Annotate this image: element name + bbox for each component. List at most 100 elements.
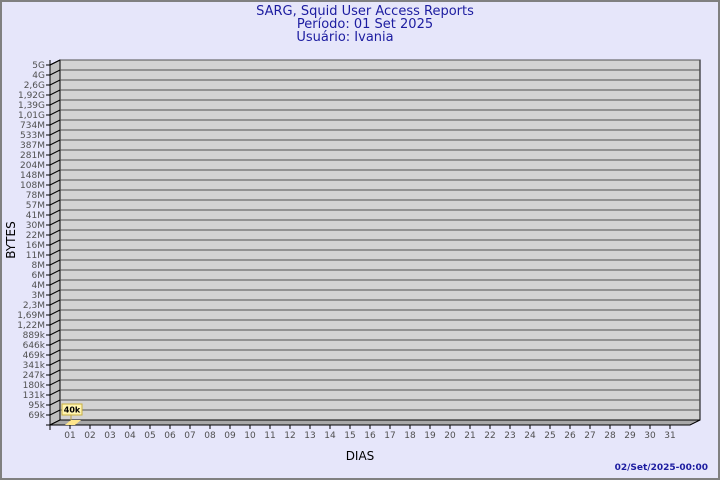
plot-floor [49, 419, 701, 426]
gridline-side [49, 229, 61, 236]
x-tick-label: 01 [64, 431, 75, 441]
gridline-side [49, 289, 61, 296]
x-tick-label: 29 [624, 431, 636, 441]
x-tick-label: 24 [524, 431, 536, 441]
gridline-side [49, 219, 61, 226]
x-tick-label: 09 [224, 431, 236, 441]
y-tick-label: 1,39G [18, 101, 45, 111]
y-tick-label: 4G [32, 71, 45, 81]
y-tick-label: 2,3M [23, 301, 45, 311]
gridline-side [49, 349, 61, 356]
y-tick-label: 16M [26, 241, 45, 251]
data-label-box [61, 403, 83, 416]
x-tick-label: 10 [244, 431, 256, 441]
x-tick-label: 26 [564, 431, 576, 441]
gridline-side [49, 309, 61, 316]
x-tick-label: 15 [344, 431, 355, 441]
y-tick-label: 3M [32, 291, 46, 301]
y-tick-label: 1,01G [18, 111, 45, 121]
x-tick-label: 16 [364, 431, 376, 441]
y-tick-label: 204M [20, 161, 45, 171]
y-tick-label: 148M [20, 171, 45, 181]
y-tick-label: 41M [26, 211, 45, 221]
x-tick-label: 19 [424, 431, 436, 441]
x-tick-label: 28 [604, 431, 616, 441]
y-tick-label: 1,69M [17, 311, 45, 321]
y-tick-label: 131k [23, 391, 46, 401]
x-tick-label: 22 [484, 431, 495, 441]
x-tick-label: 27 [584, 431, 595, 441]
gridline-side [49, 59, 61, 66]
gridline-side [49, 179, 61, 186]
gridline-side [49, 369, 61, 376]
chart-subtitle-user: Usuário: Ivania [296, 30, 393, 45]
x-tick-label: 03 [104, 431, 115, 441]
gridline-side [49, 69, 61, 76]
x-tick-label: 08 [204, 431, 216, 441]
y-tick-label: 469k [23, 351, 46, 361]
x-tick-label: 21 [464, 431, 475, 441]
gridline-side [49, 89, 61, 96]
x-tick-label: 13 [304, 431, 315, 441]
gridline-side [49, 359, 61, 366]
gridline-side [49, 79, 61, 86]
bar [65, 420, 81, 425]
y-tick-label: 646k [23, 341, 46, 351]
y-tick-label: 1,92G [18, 91, 45, 101]
gridline-side [49, 259, 61, 266]
y-tick-label: 734M [20, 121, 45, 131]
gridline-side [49, 109, 61, 116]
x-tick-label: 14 [324, 431, 336, 441]
gridline-side [49, 269, 61, 276]
x-tick-label: 30 [644, 431, 656, 441]
gridline-side [49, 329, 61, 336]
data-label: 40k [64, 406, 81, 415]
x-tick-label: 12 [284, 431, 295, 441]
x-tick-label: 06 [164, 431, 176, 441]
gridline-side [49, 249, 61, 256]
x-tick-label: 25 [544, 431, 555, 441]
x-tick-label: 04 [124, 431, 136, 441]
gridline-side [49, 409, 61, 416]
x-axis-label: DIAS [346, 449, 375, 463]
gridline-side [49, 159, 61, 166]
y-tick-label: 281M [20, 151, 45, 161]
y-tick-label: 6M [32, 271, 46, 281]
gridline-side [49, 199, 61, 206]
gridline-side [49, 129, 61, 136]
y-tick-label: 22M [26, 231, 45, 241]
gridline-side [49, 139, 61, 146]
gridline-side [49, 319, 61, 326]
x-tick-label: 17 [384, 431, 395, 441]
chart-title: SARG, Squid User Access Reports [256, 4, 474, 19]
gridline-side [49, 209, 61, 216]
y-tick-label: 8M [32, 261, 46, 271]
y-tick-label: 889k [23, 331, 46, 341]
y-tick-label: 30M [26, 221, 45, 231]
y-tick-label: 4M [32, 281, 46, 291]
x-tick-label: 07 [184, 431, 195, 441]
x-tick-label: 02 [84, 431, 95, 441]
y-tick-label: 57M [26, 201, 45, 211]
gridline-side [49, 389, 61, 396]
y-tick-label: 247k [23, 371, 46, 381]
y-tick-label: 533M [20, 131, 45, 141]
chart-subtitle-period: Período: 01 Set 2025 [297, 17, 433, 32]
y-tick-label: 1,22M [17, 321, 45, 331]
y-tick-label: 2,6G [24, 81, 45, 91]
x-tick-label: 18 [404, 431, 416, 441]
y-tick-label: 180k [23, 381, 46, 391]
y-tick-label: 108M [20, 181, 45, 191]
gridline-side [49, 189, 61, 196]
x-tick-label: 11 [264, 431, 275, 441]
gridline-side [49, 119, 61, 126]
gridline-side [49, 299, 61, 306]
footer-timestamp: 02/Set/2025-00:00 [615, 463, 708, 473]
gridline-side [49, 339, 61, 346]
y-tick-label: 11M [26, 251, 45, 261]
x-tick-label: 05 [144, 431, 155, 441]
x-tick-label: 20 [444, 431, 456, 441]
x-tick-label: 23 [504, 431, 515, 441]
gridline-side [49, 149, 61, 156]
